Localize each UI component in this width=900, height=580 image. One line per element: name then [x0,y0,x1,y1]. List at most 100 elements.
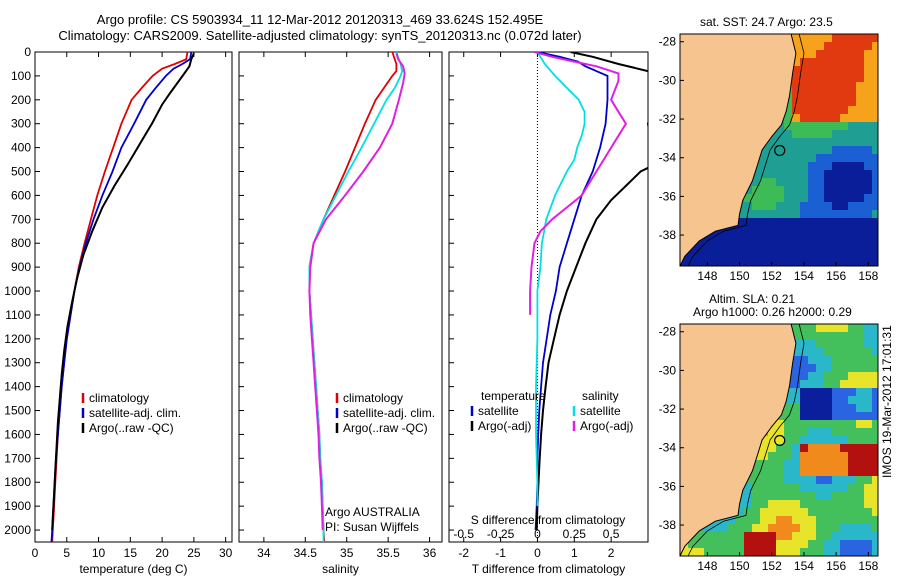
map-cell [768,178,776,186]
map-cell [856,420,864,428]
map-cell [848,436,856,444]
map-cell [760,258,768,266]
map-cell [816,234,824,242]
map-cell [808,364,816,372]
map-cell [840,154,848,162]
map-cell [864,516,872,524]
map-cell [752,532,760,540]
map-cell [744,258,752,266]
map-cell [752,508,760,516]
map-cell [848,476,856,484]
map-cell [856,340,864,348]
map-x-tick-label: 156 [826,559,846,573]
map-cell [760,500,768,508]
map-cell [824,242,832,250]
map-cell [848,492,856,500]
map-cell [832,476,840,484]
map-y-tick-label: -32 [659,112,677,126]
map-cell [752,468,760,476]
map-cell [872,460,878,468]
map-y-tick-label: -30 [659,73,677,87]
map-cell [856,324,864,332]
map-cell [872,130,878,138]
map-cell [800,154,808,162]
map-cell [864,74,872,82]
map-cell [776,516,784,524]
map-cell [872,324,878,332]
map-cell [768,170,776,178]
legend-label: Argo(..raw -QC) [89,421,174,435]
map-cell [824,146,832,154]
map-cell [872,66,878,74]
map-cell [808,138,816,146]
map-cell [760,444,768,452]
map-cell [792,404,800,412]
map-cell [832,412,840,420]
map-cell [720,524,728,532]
map-cell [808,412,816,420]
y-tick-label: 400 [11,141,31,155]
map-x-tick-label: 154 [794,269,814,283]
map-cell [856,444,864,452]
map-cell [856,396,864,404]
map-cell [872,138,878,146]
map-cell [784,532,792,540]
map-cell [872,500,878,508]
map-cell [808,388,816,396]
map-cell [760,476,768,484]
map-cell [840,492,848,500]
map-cell [856,42,864,50]
map-cell [784,492,792,500]
map-cell [800,90,808,98]
map-cell [832,404,840,412]
map-cell [808,508,816,516]
map-cell [800,130,808,138]
map-cell [864,250,872,258]
map-cell [808,226,816,234]
map-cell [784,484,792,492]
s-tick-label: 0.5 [603,527,620,541]
map-cell [832,340,840,348]
s-axis-label: S difference from climatology [471,513,626,527]
map-cell [872,258,878,266]
map-cell [816,380,824,388]
map-cell [768,500,776,508]
map-cell [752,202,760,210]
map-cell [792,412,800,420]
map-cell [832,122,840,130]
map-cell [800,396,808,404]
map-cell [872,468,878,476]
map-cell [856,242,864,250]
map-cell [800,508,808,516]
map-cell [704,234,712,242]
map-cell [856,202,864,210]
map-cell [792,138,800,146]
map-cell [832,242,840,250]
map-cell [848,548,856,556]
map-cell [848,332,856,340]
map-cell [816,138,824,146]
map-cell [872,186,878,194]
map-cell [752,540,760,548]
map-cell [840,130,848,138]
map-cell [808,34,816,42]
map-cell [800,74,808,82]
map-cell [856,170,864,178]
y-tick-label: 1600 [4,427,31,441]
map-cell [840,114,848,122]
map-cell [856,428,864,436]
map-cell [752,218,760,226]
map-cell [744,524,752,532]
map-cell [800,250,808,258]
map-cell [800,34,808,42]
map-cell [808,170,816,178]
map-cell [824,460,832,468]
map-cell [808,178,816,186]
map-cell [808,186,816,194]
map-cell [872,210,878,218]
map-cell [808,372,816,380]
map-cell [840,396,848,404]
map-cell [800,492,808,500]
map-cell [808,202,816,210]
map-cell [872,532,878,540]
